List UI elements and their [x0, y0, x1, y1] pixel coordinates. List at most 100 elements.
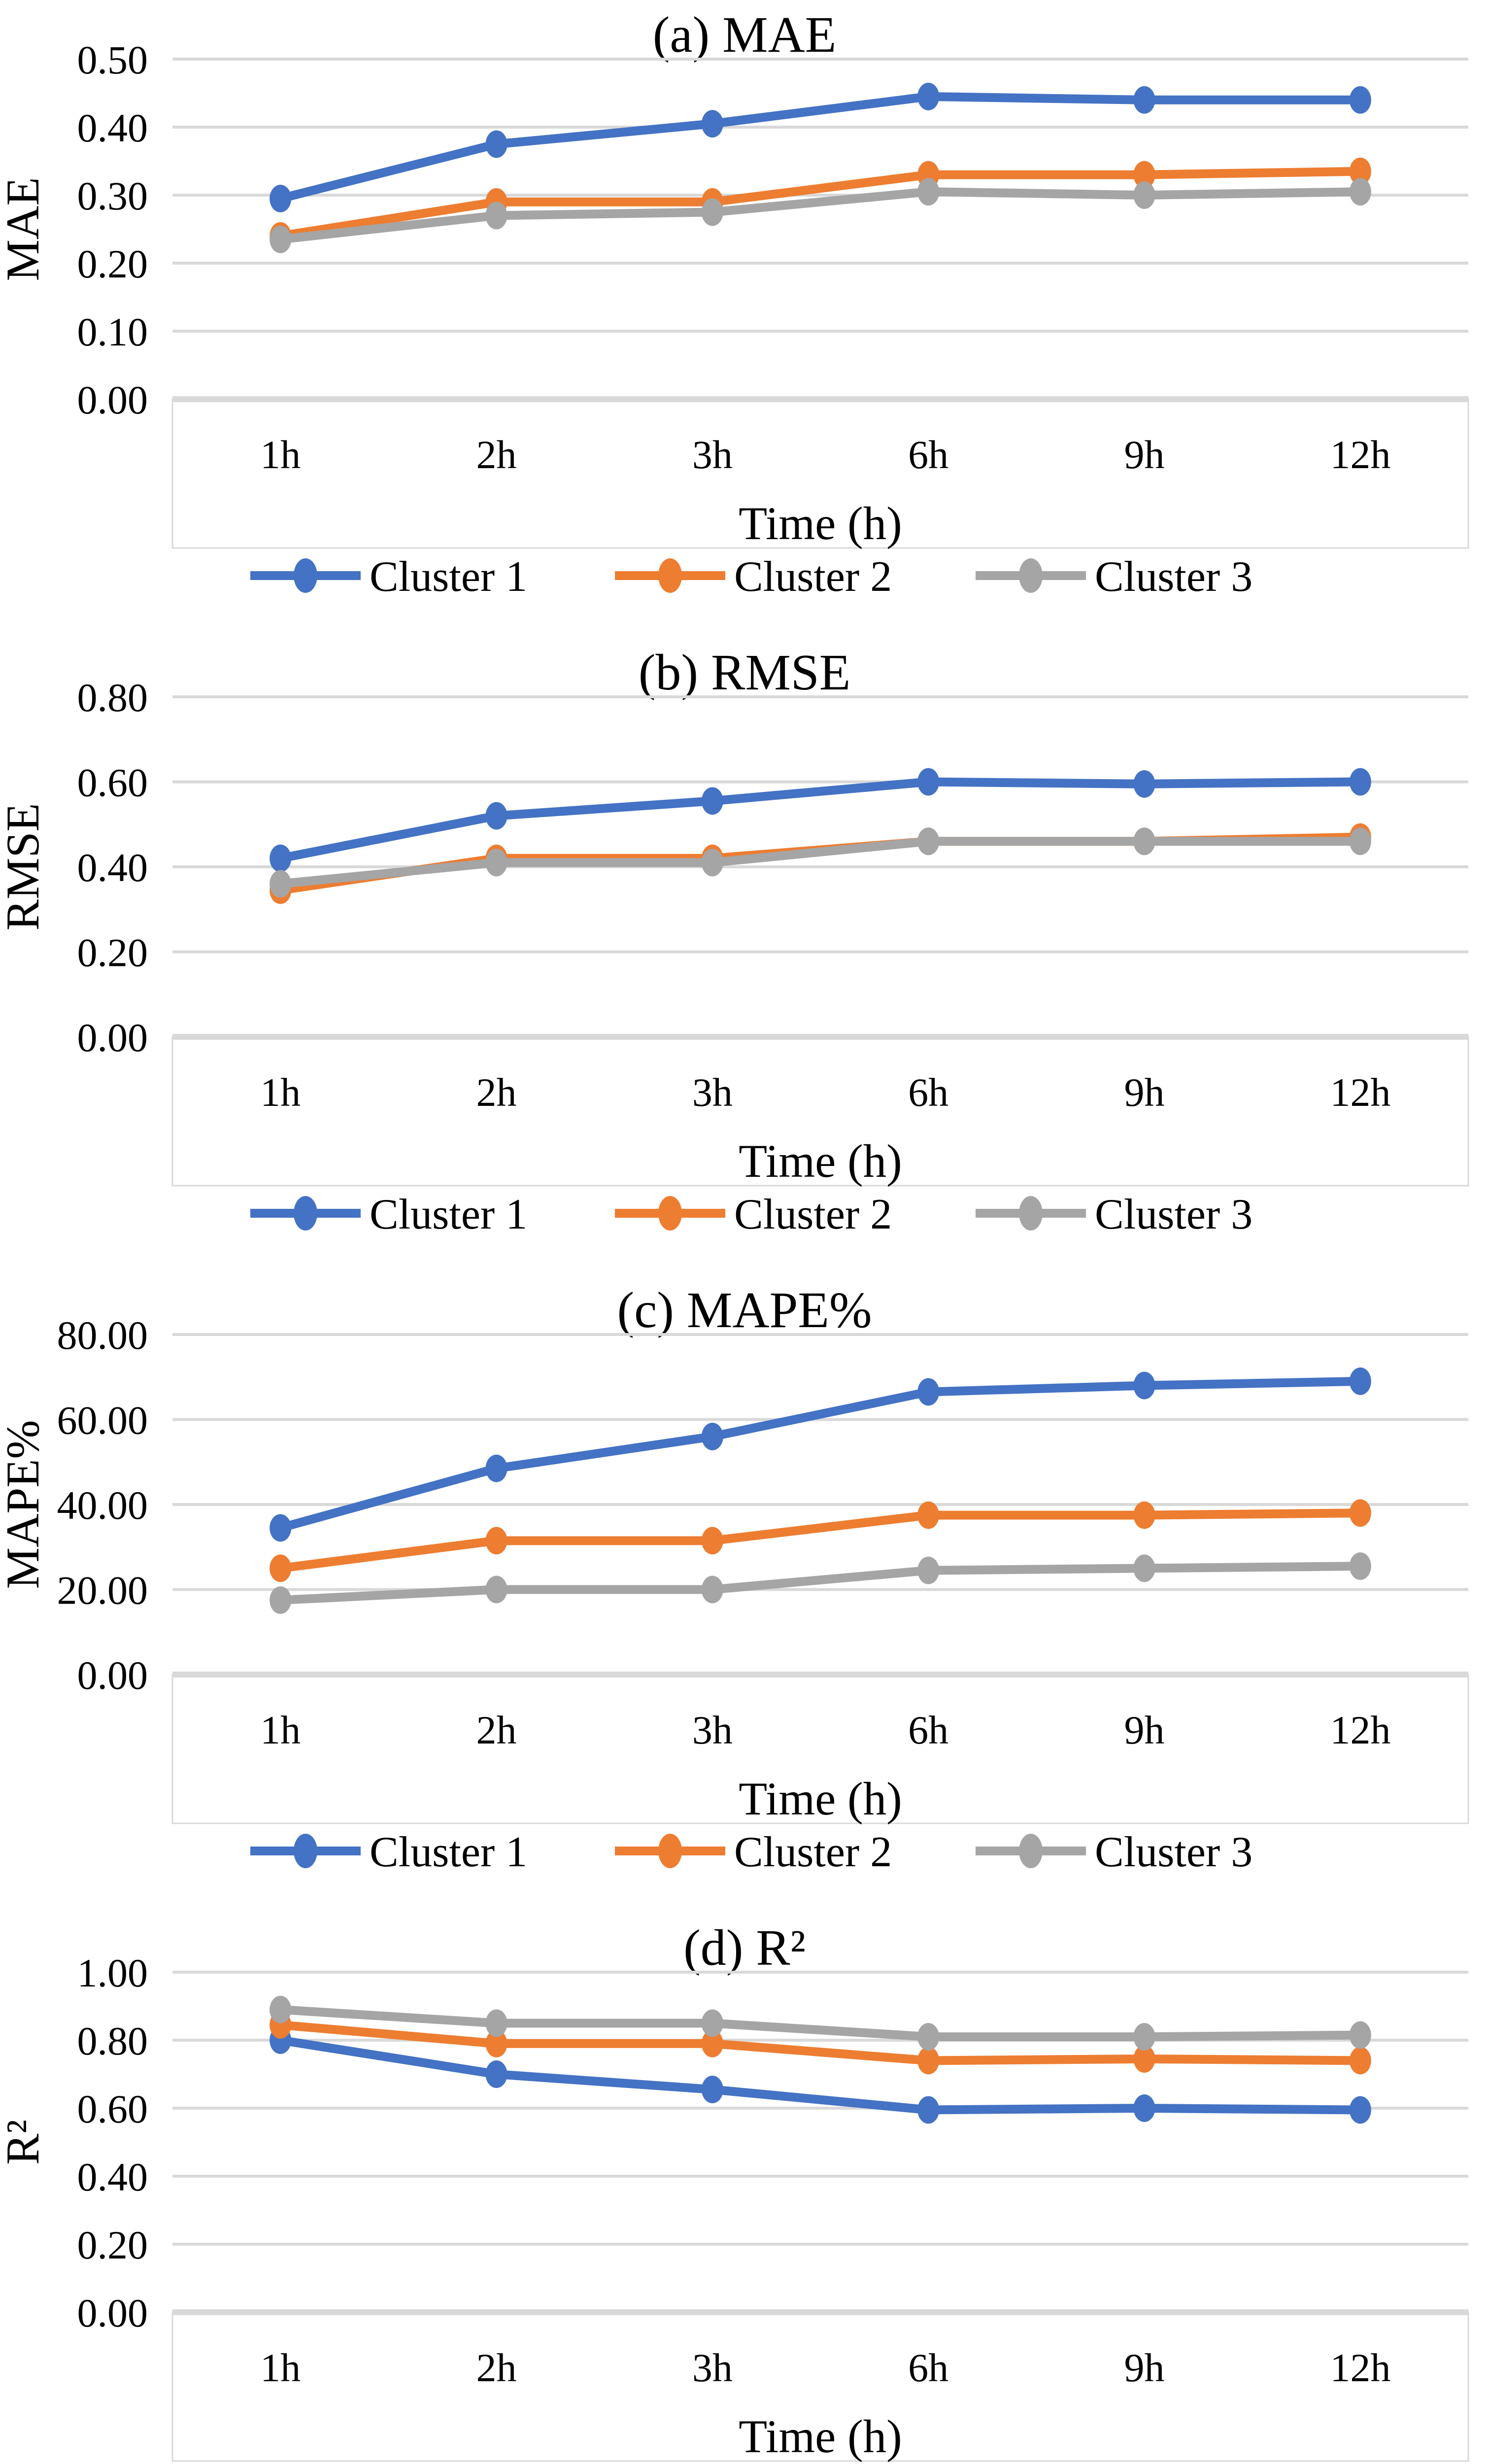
series-line [276, 167, 1365, 240]
chart-title-b: (b) RMSE [638, 644, 851, 701]
y-tick-label: 1.00 [77, 1951, 148, 1995]
data-point-marker [485, 1527, 508, 1555]
legend: Cluster 1 Cluster 2 Cluster 3 [250, 553, 1252, 601]
data-point-marker [1133, 827, 1155, 856]
chart-title-a: (a) MAE [652, 6, 837, 63]
y-tick-label: 0.40 [77, 105, 148, 150]
y-tick-label: 0.40 [77, 2155, 148, 2199]
data-point-marker [1133, 2045, 1155, 2073]
data-point-marker [917, 2096, 940, 2124]
y-tick-label: 0.60 [77, 760, 148, 805]
x-tick-label: 6h [908, 2345, 948, 2390]
series-cluster-3 [270, 1995, 1371, 2051]
data-point-marker [917, 82, 940, 110]
legend-label: Cluster 3 [1095, 1191, 1252, 1238]
data-point-marker [1349, 86, 1371, 114]
data-point-marker [485, 2060, 508, 2088]
y-tick-label: 80.00 [57, 1313, 148, 1358]
data-point-marker [485, 1575, 508, 1604]
x-tick-label: 6h [908, 432, 948, 477]
data-point-marker [270, 184, 292, 212]
gridlines [172, 1971, 1468, 2315]
data-point-marker [701, 1423, 723, 1450]
data-point-marker [1133, 2023, 1155, 2051]
data-point-marker [270, 225, 292, 253]
x-tick-label: 9h [1124, 1070, 1165, 1115]
data-point-marker [701, 849, 723, 877]
data-point-marker [1133, 86, 1155, 114]
data-point-marker [1349, 157, 1371, 185]
legend-label: Cluster 3 [1095, 553, 1252, 601]
x-tick-label: 12h [1330, 432, 1390, 477]
legend: Cluster 1 Cluster 2 Cluster 3 [250, 1191, 1252, 1238]
x-tick-label: 1h [260, 432, 301, 477]
legend-label: Cluster 2 [734, 1828, 892, 1876]
x-axis-title: Time (h) [739, 1773, 902, 1825]
x-tick-label: 1h [260, 2345, 301, 2390]
y-tick-label: 0.00 [77, 2291, 148, 2335]
series-cluster-2 [270, 823, 1371, 904]
y-tick-label: 0.60 [77, 2087, 148, 2131]
legend-marker-dot [1019, 558, 1043, 593]
x-tick-label: 3h [692, 1708, 733, 1752]
x-tick-label: 12h [1330, 1708, 1390, 1752]
series-line [276, 92, 1365, 203]
data-point-marker [917, 2047, 940, 2075]
gridlines [172, 695, 1468, 1040]
data-point-marker [1133, 161, 1155, 189]
data-point-marker [1349, 2021, 1371, 2049]
series-cluster-1 [270, 768, 1371, 872]
y-tick-label: 0.30 [77, 173, 148, 218]
x-tick-label: 1h [260, 1708, 301, 1752]
data-point-marker [1349, 1499, 1371, 1527]
y-tick-label: 0.80 [77, 2019, 148, 2063]
data-point-marker [485, 2029, 508, 2057]
data-point-marker [701, 110, 723, 138]
data-point-marker [701, 2076, 723, 2104]
legend-marker-dot [658, 558, 682, 593]
x-tick-label: 2h [476, 1708, 517, 1752]
data-point-marker [1349, 2047, 1371, 2075]
y-tick-label: 0.50 [77, 37, 148, 82]
x-tick-label: 9h [1124, 1708, 1165, 1752]
data-point-marker [485, 802, 508, 830]
legend-marker-dot [1019, 1834, 1043, 1868]
x-axis-title: Time (h) [739, 497, 902, 549]
legend-label: Cluster 3 [1095, 1828, 1252, 1876]
series-line [276, 1376, 1365, 1533]
legend-label: Cluster 2 [734, 553, 892, 601]
data-point-marker [917, 178, 940, 206]
y-tick-label: 0.10 [77, 309, 148, 354]
legend-marker-dot [658, 1834, 682, 1868]
y-tick-label: 60.00 [57, 1398, 148, 1443]
series-line [276, 2020, 1365, 2065]
chart-svg-a: 0.50 0.40 0.30 0.20 0.10 0.00 MAE 1h 2h 3h 6h 9h 12h… [0, 37, 1469, 601]
data-point-marker [1349, 2096, 1371, 2124]
series-line [276, 2005, 1365, 2042]
data-point-marker [1349, 827, 1371, 856]
y-tick-label: 0.20 [77, 930, 148, 975]
data-point-marker [485, 202, 508, 230]
legend-marker-dot [294, 1196, 317, 1231]
data-point-marker [1133, 1554, 1155, 1582]
x-tick-label: 2h [476, 2345, 517, 2390]
x-tick-label: 3h [692, 2345, 733, 2390]
data-point-marker [485, 1454, 508, 1482]
series-line [276, 2036, 1365, 2115]
legend-label: Cluster 2 [734, 1191, 892, 1238]
series-line [276, 187, 1365, 244]
series-line [276, 1562, 1365, 1605]
series-cluster-1 [270, 2026, 1371, 2124]
series-line [276, 837, 1365, 889]
data-point-marker [701, 1575, 723, 1604]
data-point-marker [1133, 2094, 1155, 2122]
data-point-marker [270, 870, 292, 898]
x-tick-label: 1h [260, 1070, 301, 1115]
chart-panel-b: (b) RMSE 0.80 0.60 0.40 0.20 0.00 RMSE 1h 2h 3h 6… [0, 638, 1489, 1275]
data-point-marker [1133, 1501, 1155, 1529]
x-tick-label: 12h [1330, 1070, 1390, 1115]
x-tick-label: 3h [692, 1070, 733, 1115]
series-line [276, 1508, 1365, 1573]
series-cluster-3 [270, 827, 1371, 898]
legend-marker-dot [1019, 1196, 1043, 1231]
